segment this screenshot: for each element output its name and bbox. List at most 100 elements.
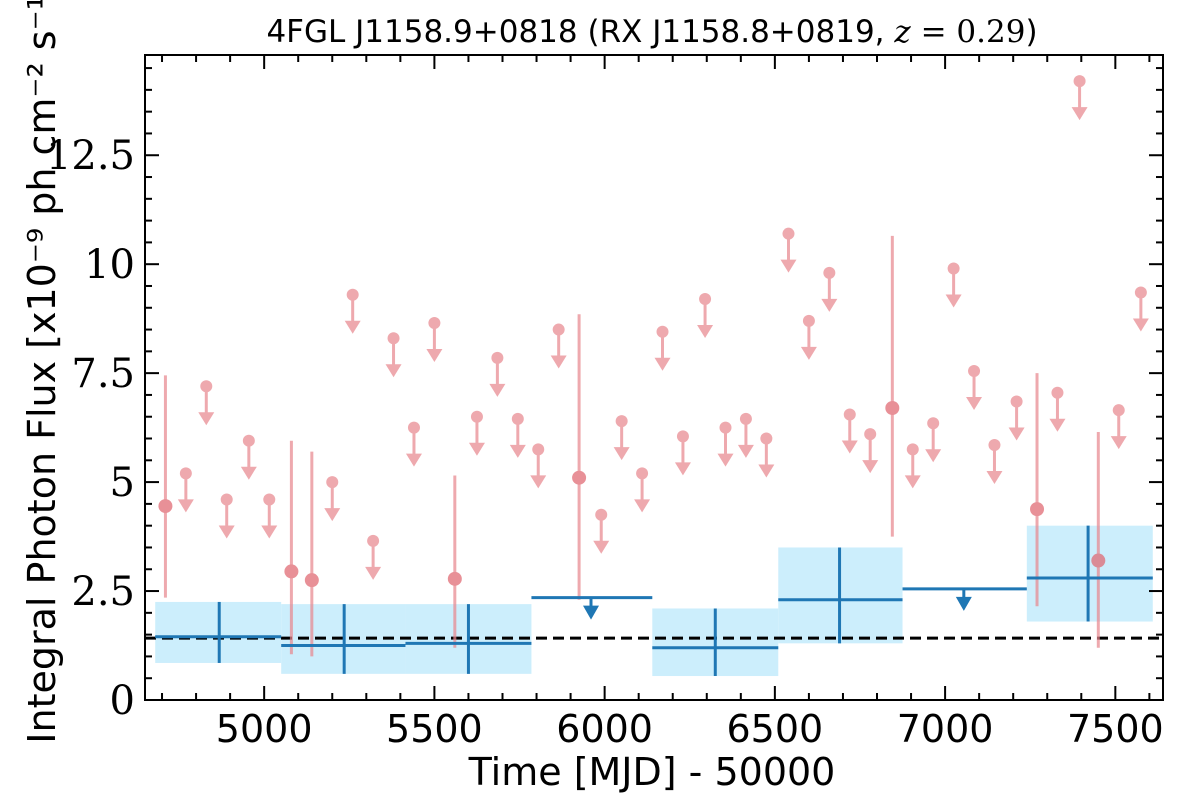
short-bin-upper-limit — [800, 314, 817, 360]
short-bin-upper-limit — [634, 467, 651, 513]
long-bin-band — [1026, 525, 1153, 622]
short-bin-upper-limit — [1008, 395, 1025, 441]
upper-limit-point — [595, 508, 608, 521]
upper-limit-point — [906, 443, 919, 456]
upper-limit-arrowhead — [365, 566, 382, 580]
upper-limit-point — [947, 262, 960, 275]
upper-limit-arrowhead — [904, 475, 921, 489]
upper-limit-arrowhead — [261, 525, 278, 539]
upper-limit-arrowhead — [550, 355, 567, 369]
short-bin-upper-limit — [717, 421, 734, 467]
upper-limit-arrowhead — [1008, 427, 1025, 441]
plot-area — [145, 75, 1163, 677]
upper-limit-arrowhead — [697, 325, 714, 339]
short-bin-upper-limit — [674, 430, 691, 476]
upper-limit-point — [968, 364, 981, 377]
x-tick-label: 7500 — [1067, 707, 1164, 751]
upper-limit-point — [676, 430, 689, 443]
upper-limit-arrowhead — [634, 499, 651, 513]
detection-point — [304, 573, 319, 588]
short-bin-upper-limit — [405, 421, 422, 467]
upper-limit-arrowhead — [841, 440, 858, 454]
short-bin-upper-limit — [904, 443, 921, 489]
short-bin-upper-limit — [530, 443, 547, 489]
y-tick-label: 7.5 — [71, 351, 135, 397]
upper-limit-point — [739, 412, 752, 425]
detection-point — [447, 571, 462, 586]
short-bin-upper-limit — [385, 332, 402, 378]
upper-limit-arrowhead — [218, 525, 235, 539]
upper-limit-point — [200, 380, 213, 393]
short-bin-detection — [885, 235, 900, 537]
upper-limit-point — [532, 443, 545, 456]
short-bin-upper-limit — [966, 364, 983, 410]
upper-limit-arrowhead — [468, 442, 485, 456]
upper-limit-arrowhead — [925, 449, 942, 463]
axes: 5000 5500 6000 6500 7000 7500 0 2.5 5 7.5 10 12.5 — [46, 54, 1164, 751]
upper-limit-arrowhead — [717, 453, 734, 467]
short-bin-detection — [1030, 373, 1045, 607]
upper-limit-point — [802, 314, 815, 327]
short-bin-upper-limit — [1110, 404, 1127, 450]
short-bin-upper-limit — [218, 493, 235, 539]
long-bin-detection — [405, 604, 532, 674]
upper-limit-arrowhead — [674, 462, 691, 476]
upper-limit-point — [367, 534, 380, 547]
upper-limit-point — [242, 434, 255, 447]
short-bin-upper-limit — [261, 493, 278, 539]
x-axis-title: Time [MJD] - 50000 — [468, 750, 836, 794]
upper-limit-point — [927, 417, 940, 430]
upper-limit-point — [263, 493, 276, 506]
upper-limit-point — [1134, 286, 1147, 299]
y-tick-label: 10 — [84, 242, 135, 288]
upper-limit-arrowhead — [405, 453, 422, 467]
detection-point — [1091, 553, 1106, 568]
short-bin-upper-limit — [780, 227, 797, 273]
upper-limit-arrowhead — [593, 540, 610, 554]
x-tick-label: 6500 — [727, 707, 824, 751]
plot-frame — [144, 54, 1164, 701]
upper-limit-arrowhead — [986, 471, 1003, 485]
upper-limit-point — [407, 421, 420, 434]
upper-limit-arrowhead — [1132, 318, 1149, 332]
long-bin-detection — [281, 604, 406, 674]
short-bin-upper-limit — [758, 432, 775, 478]
short-bin-upper-limit — [593, 508, 610, 554]
short-bin-upper-limit — [737, 412, 754, 458]
short-bin-upper-limit — [1071, 75, 1088, 121]
short-bin-upper-limit — [986, 439, 1003, 485]
upper-limit-arrowhead — [1071, 107, 1088, 121]
upper-limit-arrowhead — [240, 466, 257, 480]
upper-limit-arrowhead — [344, 320, 361, 334]
y-tick-label: 0 — [110, 678, 135, 724]
upper-limit-point — [326, 476, 339, 489]
short-bin-upper-limit — [697, 293, 714, 339]
short-bin-upper-limit — [654, 325, 671, 371]
upper-limit-point — [552, 323, 565, 336]
upper-limit-point — [615, 415, 628, 428]
short-bin-upper-limit — [426, 317, 443, 363]
upper-limit-arrowhead — [737, 444, 754, 458]
y-axis-title: Integral Photon Flux [x10⁻⁹ ph cm⁻² s⁻¹] — [20, 0, 64, 744]
x-tick-label: 5500 — [386, 707, 483, 751]
detection-point — [885, 401, 900, 416]
upper-limit-point — [864, 428, 877, 441]
upper-limit-arrowhead — [324, 508, 341, 522]
upper-limit-arrowhead — [800, 346, 817, 360]
long-bin-ul-arrowhead — [583, 605, 600, 620]
short-bin-detection — [304, 451, 319, 657]
short-bin-upper-limit — [925, 417, 942, 463]
detection-point — [284, 564, 299, 579]
upper-limit-arrowhead — [821, 298, 838, 312]
short-bin-upper-limit — [468, 410, 485, 456]
chart-title: 4FGL J1158.9+0818 (RX J1158.8+0819, z = … — [266, 14, 1037, 50]
short-bin-upper-limit — [365, 534, 382, 580]
short-bin-detection — [1091, 431, 1106, 648]
upper-limit-point — [699, 293, 712, 306]
upper-limit-arrowhead — [945, 294, 962, 308]
upper-limit-arrowhead — [177, 499, 194, 513]
long-bin-upper-limit — [902, 587, 1027, 611]
long-bin-detection — [652, 608, 779, 677]
upper-limit-arrowhead — [758, 464, 775, 478]
